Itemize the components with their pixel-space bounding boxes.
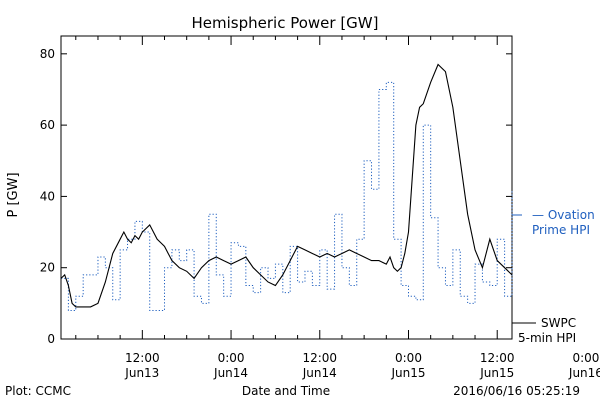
legend-ovation-line2: Prime HPI	[532, 223, 590, 237]
y-tick-label: 60	[40, 118, 55, 132]
x-tick-time-label: 0:00	[218, 351, 245, 365]
series-layer	[60, 63, 513, 311]
y-axis: 0 20 40 60 80	[40, 47, 512, 346]
x-tick-time-label: 0:00	[572, 351, 599, 365]
legend-swpc-line2: 5-min HPI	[518, 331, 576, 345]
x-tick-time-label: 12:00	[125, 351, 160, 365]
x-tick-date-label: Jun15	[390, 366, 425, 380]
y-tick-label: 0	[47, 332, 55, 346]
plot-frame	[60, 35, 513, 340]
x-tick-date-label: Jun15	[479, 366, 514, 380]
legend-swpc-line1: SWPC	[541, 316, 576, 330]
footer-left: Plot: CCMC	[5, 384, 71, 398]
series-ovation-line	[61, 81, 513, 311]
x-tick-date-label: Jun14	[213, 366, 248, 380]
y-tick-label: 40	[40, 189, 55, 203]
x-tick-date-label: Jun14	[302, 366, 337, 380]
x-axis-label: Date and Time	[242, 384, 330, 398]
y-tick-label: 20	[40, 261, 55, 275]
legend: — Ovation Prime HPI SWPC 5-min HPI	[512, 208, 595, 345]
x-tick-time-label: 0:00	[395, 351, 422, 365]
x-tick-time-label: 12:00	[480, 351, 515, 365]
x-axis: 12:00Jun130:00Jun1412:00Jun140:00Jun1512…	[75, 36, 600, 380]
y-tick-label: 80	[40, 47, 55, 61]
chart-title: Hemispheric Power [GW]	[192, 14, 379, 32]
x-tick-date-label: Jun13	[124, 366, 159, 380]
series-swpc-line	[60, 63, 513, 308]
x-tick-date-label: Jun16	[568, 366, 600, 380]
x-tick-time-label: 12:00	[302, 351, 337, 365]
y-axis-label: P [GW]	[6, 172, 21, 217]
legend-ovation-line1: — Ovation	[532, 208, 595, 222]
footer-timestamp: 2016/06/16 05:25:19	[453, 384, 580, 398]
